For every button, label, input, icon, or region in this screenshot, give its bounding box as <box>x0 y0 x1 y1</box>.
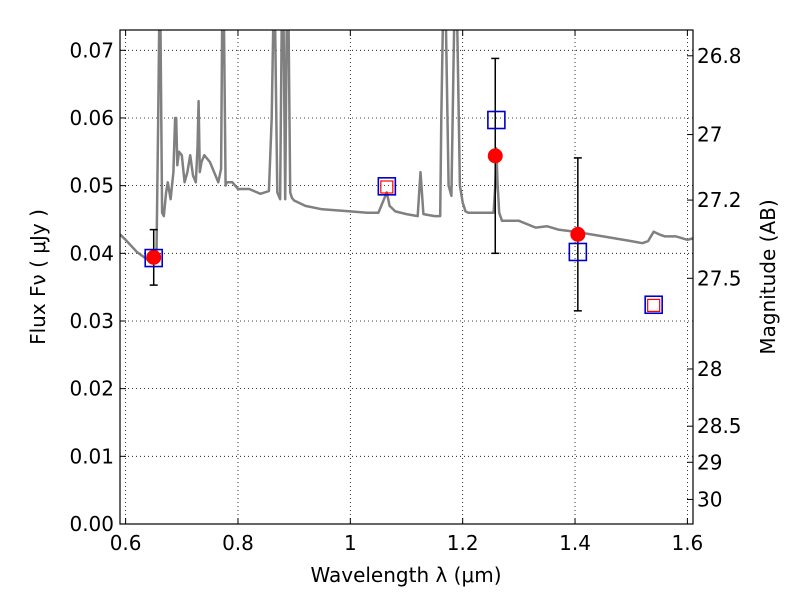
y2-tick-label: 27.2 <box>697 188 742 212</box>
x-tick-label: 0.6 <box>110 531 142 555</box>
observed-point <box>146 249 162 265</box>
y-tick-label: 0.06 <box>69 106 114 130</box>
upper-limit-marker <box>380 180 394 194</box>
y2-tick-label: 27.5 <box>697 266 742 290</box>
y-axis-title: Flux Fν ( μJy ) <box>26 209 50 345</box>
y-tick-label: 0.02 <box>69 377 114 401</box>
x-tick-label: 1 <box>344 531 357 555</box>
plot-area <box>120 30 693 262</box>
y2-axis-title: Magnitude (AB) <box>756 199 780 354</box>
x-tick-label: 1.2 <box>447 531 479 555</box>
x-axis-title: Wavelength λ (μm) <box>310 563 501 587</box>
plot-frame <box>119 29 694 525</box>
x-tick-label: 0.8 <box>222 531 254 555</box>
y2-tick-label: 29 <box>697 450 722 474</box>
y-tick-label: 0.03 <box>69 309 114 333</box>
y-tick-label: 0.07 <box>69 38 114 62</box>
y2-tick-label: 26.8 <box>697 44 742 68</box>
observed-point <box>570 226 586 242</box>
markers <box>144 57 663 315</box>
y2-tick-label: 30 <box>697 487 722 511</box>
observed-point <box>487 148 503 164</box>
y-tick-label: 0.01 <box>69 444 114 468</box>
model-photometry-marker <box>144 248 164 268</box>
y-tick-label: 0.05 <box>69 174 114 198</box>
upper-limit-marker <box>647 298 661 313</box>
model-photometry-marker <box>487 110 506 130</box>
y-tick-label: 0.04 <box>69 241 114 265</box>
ticks: 0.6 0.8 1 1.2 1.4 1.6 0.00 0.01 0.02 0.03 0.04 0.05… <box>69 30 742 555</box>
y2-tick-label: 28 <box>697 357 722 381</box>
x-tick-label: 1.6 <box>671 531 703 555</box>
model-photometry-marker <box>644 295 663 315</box>
x-tick-label: 1.4 <box>559 531 591 555</box>
sed-template-line <box>120 30 693 262</box>
model-photometry-marker <box>377 177 397 196</box>
model-photometry-marker <box>568 242 588 262</box>
y2-tick-label: 27 <box>697 123 722 147</box>
y2-tick-label: 28.5 <box>697 414 742 438</box>
plot-background <box>120 30 693 524</box>
y-tick-label: 0.00 <box>69 512 114 536</box>
